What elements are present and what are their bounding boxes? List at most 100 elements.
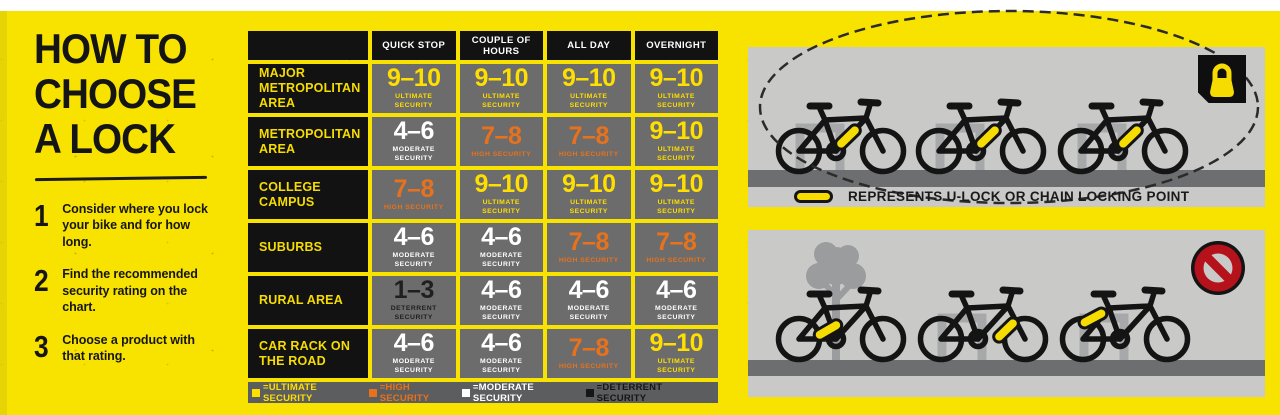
rating-level: HIGH SECURITY	[383, 203, 444, 211]
rating-level: ULTIMATE SECURITY	[394, 93, 433, 109]
rating-level: DETERRENT SECURITY	[390, 305, 437, 321]
rating-range: 9–10	[649, 64, 704, 93]
step-text: Choose a product with that rating.	[62, 332, 195, 364]
rating-level: HIGH SECURITY	[558, 362, 619, 370]
title-underline	[34, 175, 208, 182]
step-number: 3	[34, 328, 49, 364]
rating-range: 9–10	[474, 64, 529, 93]
legend-swatch	[585, 388, 594, 397]
locking-point-caption: REPRESENTS U-LOCK OR CHAIN LOCKING POINT	[748, 186, 1265, 207]
intro-section: HOW TO CHOOSE A LOCK 1 Consider where yo…	[34, 25, 242, 365]
rating-cell: 7–8 HIGH SECURITY	[547, 223, 631, 272]
rating-level: HIGH SECURITY	[558, 256, 619, 264]
row-label: COLLEGE CAMPUS	[248, 170, 368, 219]
rating-level: MODERATE SECURITY	[480, 358, 523, 374]
rating-range: 9–10	[386, 64, 441, 93]
rating-range: 4–6	[393, 223, 435, 252]
rating-cell: 9–10 ULTIMATE SECURITY	[634, 64, 718, 113]
caption-text: REPRESENTS U-LOCK OR CHAIN LOCKING POINT	[848, 189, 1190, 204]
rating-level: HIGH SECURITY	[471, 150, 532, 158]
step-text: Find the recommended security rating on …	[62, 267, 198, 315]
rating-cell: 4–6 MODERATE SECURITY	[459, 329, 543, 378]
rating-level: MODERATE SECURITY	[480, 305, 523, 321]
row-label: SUBURBS	[248, 223, 368, 272]
rating-level: ULTIMATE SECURITY	[482, 199, 521, 215]
rating-range: 7–8	[568, 121, 610, 150]
rating-cell: 4–6 MODERATE SECURITY	[459, 276, 543, 325]
title-line-1: HOW TO	[34, 25, 188, 72]
rating-cell: 9–10 ULTIMATE SECURITY	[372, 64, 456, 113]
rating-range: 4–6	[656, 276, 697, 305]
legend-swatch	[461, 388, 470, 397]
rating-cell: 9–10 ULTIMATE SECURITY	[547, 170, 631, 219]
step-number: 1	[34, 197, 49, 233]
rating-cell: 4–6 MODERATE SECURITY	[372, 117, 456, 166]
row-label: RURAL AREA	[248, 276, 368, 325]
rating-range: 4–6	[393, 117, 435, 146]
rating-level: ULTIMATE SECURITY	[657, 93, 696, 109]
locking-point-pill-icon	[794, 190, 833, 203]
rating-range: 7–8	[568, 227, 610, 256]
good-locking-panel: REPRESENTS U-LOCK OR CHAIN LOCKING POINT	[748, 9, 1265, 207]
rating-level: MODERATE SECURITY	[392, 252, 435, 268]
rating-level: HIGH SECURITY	[646, 256, 707, 264]
rating-range: 7–8	[481, 121, 522, 150]
rating-cell: 9–10 ULTIMATE SECURITY	[547, 64, 631, 113]
rating-cell: 4–6 MODERATE SECURITY	[547, 276, 631, 325]
left-edge-shade	[0, 11, 7, 415]
rating-cell: 7–8 HIGH SECURITY	[634, 223, 718, 272]
rating-cell: 9–10 ULTIMATE SECURITY	[459, 170, 543, 219]
rating-range: 9–10	[649, 329, 704, 358]
rating-range: 9–10	[561, 170, 616, 199]
rating-level: MODERATE SECURITY	[567, 305, 610, 321]
rating-level: ULTIMATE SECURITY	[569, 93, 608, 109]
column-header-quick-stop: QUICK STOP	[372, 31, 456, 60]
rating-cell: 7–8 HIGH SECURITY	[547, 329, 631, 378]
rating-level: ULTIMATE SECURITY	[482, 93, 521, 109]
rating-cell: 9–10 ULTIMATE SECURITY	[634, 117, 718, 166]
row-label: MAJOR METROPOLITAN AREA	[248, 64, 368, 113]
rating-level: MODERATE SECURITY	[392, 146, 435, 162]
title-line-3: A LOCK	[34, 114, 176, 162]
column-header-couple-of-hours: COUPLE OF HOURS	[459, 31, 543, 60]
ground	[748, 170, 1265, 187]
step-number: 2	[34, 263, 49, 299]
column-header-overnight: OVERNIGHT	[634, 31, 718, 60]
rating-cell: 9–10 ULTIMATE SECURITY	[459, 64, 543, 113]
security-rating-table: QUICK STOP COUPLE OF HOURS ALL DAY OVERN…	[248, 31, 718, 404]
top-white-strip	[0, 0, 1280, 11]
rating-level: ULTIMATE SECURITY	[657, 146, 696, 162]
title-line-2: CHOOSE	[34, 69, 197, 117]
rating-range: 7–8	[568, 333, 610, 362]
rating-range: 9–10	[649, 170, 704, 199]
page-title: HOW TO CHOOSE A LOCK	[34, 25, 225, 162]
ground	[748, 360, 1265, 376]
bad-locking-scene	[748, 241, 1265, 376]
legend-swatch	[368, 388, 377, 397]
row-label: CAR RACK ON THE ROAD	[248, 329, 368, 378]
column-header-all-day: ALL DAY	[547, 31, 631, 60]
padlock-icon	[1210, 63, 1234, 97]
rating-cell: 7–8 HIGH SECURITY	[547, 117, 631, 166]
rating-cell: 9–10 ULTIMATE SECURITY	[634, 170, 718, 219]
rating-level: MODERATE SECURITY	[655, 305, 698, 321]
tree-icon	[806, 242, 866, 365]
legend-item-deterrent: =DETERRENT SECURITY	[585, 382, 714, 404]
rating-level: ULTIMATE SECURITY	[657, 358, 696, 374]
rating-range: 4–6	[568, 276, 610, 305]
rating-level: MODERATE SECURITY	[480, 252, 523, 268]
rating-level: HIGH SECURITY	[558, 150, 619, 158]
bad-locking-panel	[748, 230, 1265, 397]
rating-range: 4–6	[481, 276, 522, 305]
row-label: METROPOLITAN AREA	[248, 117, 368, 166]
rating-range: 4–6	[481, 223, 522, 252]
steps-list: 1 Consider where you lock your bike and …	[34, 197, 242, 365]
rating-cell: 4–6 MODERATE SECURITY	[459, 223, 543, 272]
rating-cell: 1–3 DETERRENT SECURITY	[372, 276, 456, 325]
rating-range: 4–6	[393, 329, 435, 358]
rating-level: ULTIMATE SECURITY	[569, 199, 608, 215]
legend-item-moderate: =MODERATE SECURITY	[461, 382, 586, 404]
rating-cell: 4–6 MODERATE SECURITY	[634, 276, 718, 325]
legend-item-high: =HIGH SECURITY	[368, 382, 462, 404]
rating-range: 7–8	[656, 227, 697, 256]
